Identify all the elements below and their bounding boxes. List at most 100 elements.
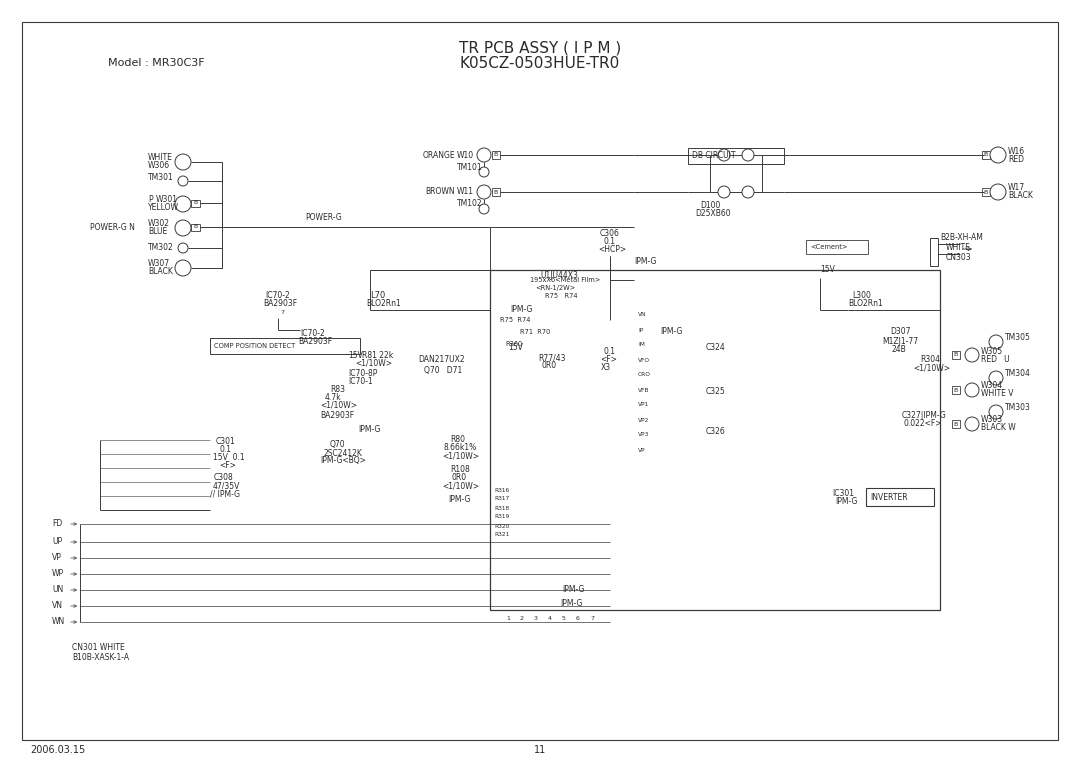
Text: R319: R319	[494, 514, 510, 520]
Text: DAN217UX2: DAN217UX2	[418, 355, 464, 364]
Text: CRO: CRO	[638, 373, 651, 377]
Text: W304: W304	[981, 381, 1003, 390]
Text: 8.66k1%: 8.66k1%	[444, 443, 477, 452]
Text: 1: 1	[507, 616, 510, 620]
Text: W307: W307	[148, 260, 171, 268]
Text: W10: W10	[457, 151, 474, 160]
Text: <Cement>: <Cement>	[810, 244, 848, 250]
Text: UN: UN	[52, 585, 64, 594]
Text: R83: R83	[330, 384, 345, 393]
Text: 15V: 15V	[820, 266, 835, 274]
Text: D307: D307	[890, 328, 910, 336]
Text: 7: 7	[590, 616, 594, 620]
Circle shape	[175, 154, 191, 170]
Text: 5: 5	[562, 616, 566, 620]
Text: BA2903F: BA2903F	[298, 336, 333, 345]
Text: TR PCB ASSY ( I P M ): TR PCB ASSY ( I P M )	[459, 40, 621, 56]
Circle shape	[989, 371, 1003, 385]
Text: TM101: TM101	[457, 163, 483, 171]
Text: W16: W16	[1008, 147, 1025, 156]
Text: 15V  0.1: 15V 0.1	[213, 454, 245, 462]
Text: VFO: VFO	[638, 358, 650, 362]
Bar	[806, 240, 868, 254]
Text: C301: C301	[216, 438, 235, 446]
Text: D25XB60: D25XB60	[696, 209, 731, 218]
Text: VN: VN	[52, 601, 63, 610]
Text: R316: R316	[494, 487, 509, 493]
Text: // IPM-G: // IPM-G	[210, 490, 240, 498]
Text: R77/43: R77/43	[538, 354, 566, 362]
Circle shape	[480, 167, 489, 177]
Text: W301: W301	[156, 196, 178, 205]
Text: W306: W306	[148, 160, 171, 170]
Text: B: B	[983, 153, 987, 157]
Circle shape	[718, 186, 730, 198]
Text: 11: 11	[534, 745, 546, 755]
Text: UP: UP	[52, 538, 63, 546]
Text: IP: IP	[638, 328, 644, 332]
Bar	[982, 188, 990, 196]
Text: R71  R70: R71 R70	[519, 329, 551, 335]
Circle shape	[966, 417, 978, 431]
Bar	[951, 386, 960, 394]
Text: 4: 4	[548, 616, 552, 620]
Text: Q70   D71: Q70 D71	[424, 365, 462, 374]
Text: Q70: Q70	[330, 441, 346, 449]
Text: IPM-G: IPM-G	[357, 426, 380, 435]
Text: WP: WP	[52, 569, 64, 578]
Text: B: B	[193, 225, 198, 229]
Text: TM305: TM305	[1005, 334, 1031, 342]
Text: WN: WN	[52, 617, 65, 626]
Text: VN: VN	[638, 312, 647, 318]
Text: <HCP>: <HCP>	[598, 245, 626, 254]
Text: BLACK W: BLACK W	[981, 423, 1016, 432]
Text: 0.1: 0.1	[220, 445, 232, 455]
Text: BLACK: BLACK	[1008, 192, 1032, 200]
Text: IPM-G: IPM-G	[448, 496, 471, 504]
Circle shape	[178, 176, 188, 186]
Text: R75  R74: R75 R74	[500, 317, 530, 323]
Bar	[191, 200, 200, 207]
Bar	[688, 148, 784, 164]
Text: B10B-XASK-1-A: B10B-XASK-1-A	[72, 652, 130, 662]
Text: R317: R317	[494, 497, 510, 501]
Text: 195xX6<Metal Film>: 195xX6<Metal Film>	[530, 277, 600, 283]
Text: 15V: 15V	[348, 351, 363, 360]
Text: WHITE: WHITE	[148, 154, 173, 163]
Text: BROWN: BROWN	[426, 187, 455, 196]
Circle shape	[742, 186, 754, 198]
Bar	[191, 224, 200, 231]
Bar	[492, 188, 500, 196]
Text: IM: IM	[638, 342, 645, 348]
Text: R320: R320	[494, 523, 510, 529]
Text: ORANGE: ORANGE	[422, 151, 455, 160]
Text: 0.022<F>: 0.022<F>	[904, 419, 943, 429]
Circle shape	[178, 243, 188, 253]
Text: B: B	[953, 422, 957, 426]
Text: IC70-2: IC70-2	[265, 290, 289, 299]
Text: VP3: VP3	[638, 432, 649, 438]
Text: D100: D100	[700, 200, 720, 209]
Text: IPM-G<BQ>: IPM-G<BQ>	[320, 457, 366, 465]
Text: IPM-G: IPM-G	[561, 600, 582, 608]
Text: VP2: VP2	[638, 417, 649, 422]
Text: <1/10W>: <1/10W>	[913, 364, 950, 373]
Text: R360: R360	[505, 341, 523, 347]
Text: IC70-2: IC70-2	[300, 329, 325, 338]
Text: TM303: TM303	[1005, 403, 1031, 413]
Text: DB CIRCUIT: DB CIRCUIT	[692, 151, 735, 160]
Text: IC70-1: IC70-1	[348, 377, 373, 386]
Text: IPM-G: IPM-G	[634, 257, 657, 267]
Text: BLO2Rn1: BLO2Rn1	[366, 299, 401, 309]
Text: POWER-G N: POWER-G N	[90, 224, 135, 232]
Text: P: P	[148, 196, 152, 205]
Text: IPM-G: IPM-G	[660, 328, 683, 336]
Text: POWER-G: POWER-G	[305, 213, 341, 222]
Text: 2006.03.15: 2006.03.15	[30, 745, 85, 755]
Text: C325: C325	[706, 387, 726, 397]
Text: <1/10W>: <1/10W>	[442, 481, 480, 490]
Text: 7: 7	[280, 310, 284, 316]
Text: B: B	[953, 387, 957, 393]
Text: BA2903F: BA2903F	[320, 410, 354, 419]
Text: C326: C326	[706, 428, 726, 436]
